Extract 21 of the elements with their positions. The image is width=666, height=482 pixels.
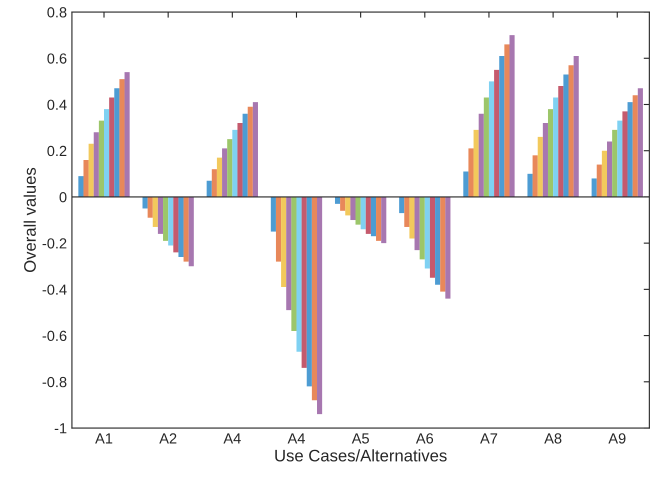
x-axis-title: Use Cases/Alternatives xyxy=(275,449,447,462)
y-tick-label: 0.4 xyxy=(47,100,67,110)
x-tick-label: A4 xyxy=(223,433,241,444)
y-tick-label: -1 xyxy=(54,423,66,434)
y-axis-title: Overall values xyxy=(24,168,36,272)
x-tick-label: A9 xyxy=(608,433,626,444)
x-tick-label: A4 xyxy=(288,433,305,444)
y-tick-label: -0.8 xyxy=(42,376,66,388)
x-tick-label: A5 xyxy=(352,433,369,444)
y-tick-label: 0 xyxy=(60,192,66,202)
x-tick-label: A2 xyxy=(159,433,176,444)
y-tick-label: -0.4 xyxy=(42,284,67,295)
x-tick-label: A7 xyxy=(480,433,498,444)
x-tick-label: A1 xyxy=(95,433,112,444)
y-tick-label: 0.8 xyxy=(47,7,66,18)
y-tick-label: 0.6 xyxy=(47,53,66,64)
y-tick-label: 0.2 xyxy=(47,146,66,156)
x-tick-label: A8 xyxy=(544,433,562,444)
x-tick-label: A6 xyxy=(416,433,434,444)
y-tick-label: -0.6 xyxy=(42,330,66,342)
y-tick-label: -0.2 xyxy=(42,238,66,249)
